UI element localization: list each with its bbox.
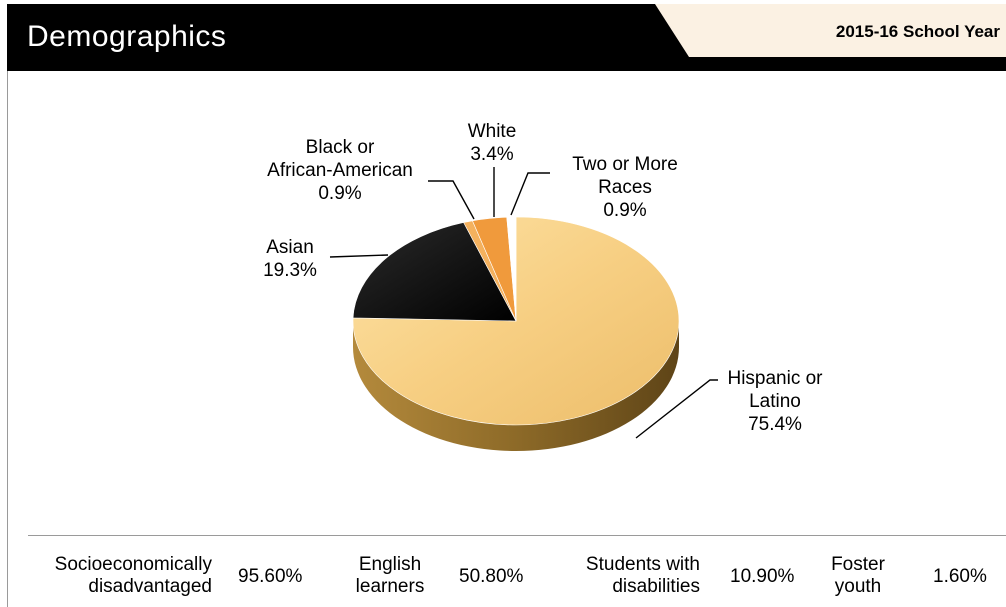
page-title: Demographics — [27, 20, 227, 53]
stat-value-english-learners: 50.80% — [459, 566, 524, 587]
label-two-or-more-races-text: Races — [598, 177, 652, 198]
label-hispanic-or-latino-text: Hispanic or — [727, 368, 823, 389]
pie-slice-two-or-more-races — [506, 216, 517, 322]
stat-label-foster-youth: Foster youth — [831, 554, 885, 597]
stat-value-socioeconomically-disadvantaged: 95.60% — [238, 566, 303, 587]
label-two-or-more-races-text: Two or More — [572, 154, 678, 175]
label-black-or-african-american-value: 0.9% — [318, 183, 361, 204]
label-hispanic-or-latino-text: Latino — [749, 391, 801, 412]
stat-label-socioeconomically-disadvantaged: Socioeconomically disadvantaged — [54, 554, 212, 597]
school-year-tab: 2015-16 School Year — [655, 4, 1006, 57]
school-year-label: 2015-16 School Year — [835, 22, 1000, 41]
label-white-value: 3.4% — [470, 144, 513, 165]
label-hispanic-or-latino-value: 75.4% — [748, 414, 802, 435]
label-two-or-more-races-value: 0.9% — [603, 200, 646, 221]
label-black-or-african-american-text: Black or — [306, 137, 375, 158]
label-black-or-african-american-text: African-American — [267, 160, 413, 181]
leader-hispanic-or-latino — [635, 379, 718, 439]
stat-value-foster-youth: 1.60% — [933, 566, 987, 587]
frame-border — [7, 71, 8, 607]
leader-black-or-african-american — [428, 180, 475, 220]
pie-slices — [352, 216, 680, 426]
label-asian-text: Asian — [266, 237, 314, 258]
leader-asian — [329, 254, 389, 258]
pie-slice-asian — [352, 222, 517, 322]
stat-label-english-learners: English learners — [355, 554, 425, 597]
pie-side-wall — [353, 321, 679, 451]
stat-label-students-with-disabilities: Students with disabilities — [585, 554, 700, 597]
leader-two-or-more-races — [510, 172, 550, 216]
pie-leader-lines — [329, 167, 718, 439]
stats-divider — [28, 535, 1006, 536]
label-asian-value: 19.3% — [263, 260, 317, 281]
stat-value-students-with-disabilities: 10.90% — [730, 566, 795, 587]
pie-side-hispanic-or-latino — [353, 321, 679, 451]
label-white-text: White — [468, 121, 517, 142]
